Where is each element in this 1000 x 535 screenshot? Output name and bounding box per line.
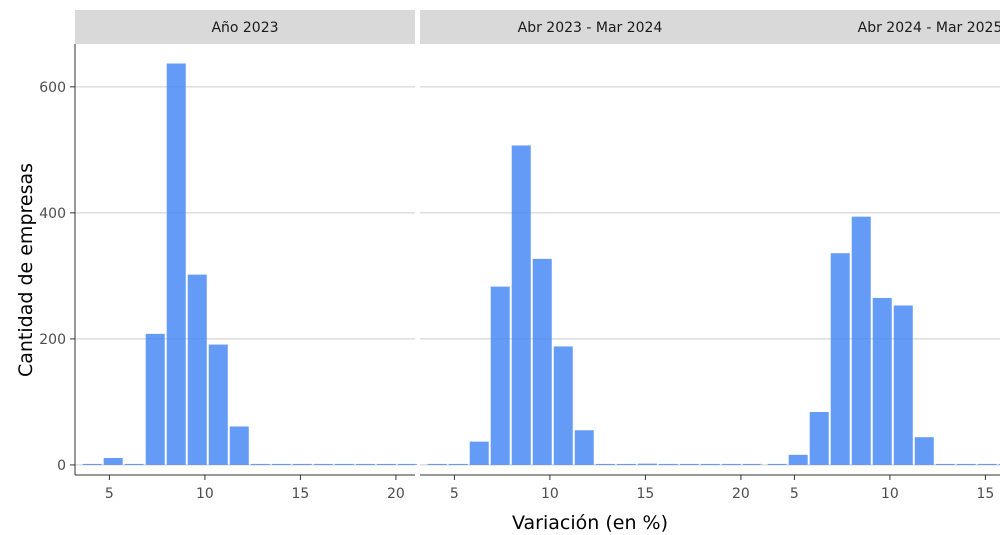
x-tick-label: 5 <box>105 486 114 502</box>
histogram-bar <box>595 463 615 465</box>
x-tick-label: 20 <box>387 486 405 502</box>
facet-strip-title: Abr 2023 - Mar 2024 <box>518 20 663 36</box>
x-tick-label: 15 <box>636 486 654 502</box>
histogram-bar <box>208 344 228 465</box>
histogram-bar <box>166 63 186 465</box>
facet-strip <box>420 10 760 44</box>
facet-strip <box>760 10 1000 44</box>
histogram-bar <box>851 216 871 465</box>
histogram-bar <box>742 463 762 465</box>
histogram-bar <box>511 145 531 465</box>
histogram-bar <box>532 258 552 465</box>
x-tick-label: 20 <box>732 486 750 502</box>
histogram-bar <box>658 463 678 465</box>
facet-strip <box>75 10 415 44</box>
histogram-bar <box>788 454 808 465</box>
histogram-bar <box>124 463 144 465</box>
histogram-bar <box>893 305 913 465</box>
histogram-bar <box>292 463 312 465</box>
histogram-bar <box>767 463 787 465</box>
histogram-bar <box>187 274 207 465</box>
histogram-bar <box>82 463 102 465</box>
histogram-bar <box>334 463 354 465</box>
x-tick-label: 10 <box>881 486 899 502</box>
histogram-bar <box>271 463 291 465</box>
x-tick-label: 10 <box>196 486 214 502</box>
histogram-bar <box>397 463 417 465</box>
histogram-bar <box>553 346 573 465</box>
x-axis-title: Variación (en %) <box>512 512 668 534</box>
histogram-bar <box>721 463 741 465</box>
histogram-bar <box>637 463 657 465</box>
y-axis-title: Cantidad de empresas <box>15 162 37 378</box>
histogram-bar <box>448 463 468 465</box>
histogram-bar <box>914 437 934 465</box>
x-tick-label: 15 <box>976 486 994 502</box>
y-tick-label: 600 <box>39 80 66 96</box>
histogram-bar <box>935 463 955 465</box>
histogram-bar <box>427 463 447 465</box>
facet-strip-title: Abr 2024 - Mar 2025 <box>858 20 1000 36</box>
x-tick-label: 10 <box>541 486 559 502</box>
histogram-bar <box>250 463 270 465</box>
histogram-bar <box>376 463 396 465</box>
facet-strip-title: Año 2023 <box>211 20 278 36</box>
y-tick-label: 200 <box>39 332 66 348</box>
x-tick-label: 5 <box>790 486 799 502</box>
histogram-bar <box>616 463 636 465</box>
histogram-bar <box>679 463 699 465</box>
histogram-bar <box>469 441 489 465</box>
histogram-bar <box>809 411 829 465</box>
histogram-bar <box>956 463 976 465</box>
y-tick-label: 400 <box>39 206 66 222</box>
x-tick-label: 15 <box>291 486 309 502</box>
histogram-bar <box>830 253 850 465</box>
histogram-bar <box>313 463 333 465</box>
histogram-bar <box>229 426 249 465</box>
histogram-bar <box>700 463 720 465</box>
histogram-bar <box>145 333 165 465</box>
histogram-bar <box>574 430 594 465</box>
y-tick-label: 0 <box>57 458 66 474</box>
histogram-bar <box>998 463 1000 465</box>
histogram-bar <box>490 286 510 465</box>
histogram-bar <box>977 463 997 465</box>
x-tick-label: 5 <box>450 486 459 502</box>
histogram-bar <box>355 463 375 465</box>
histogram-bar <box>872 297 892 465</box>
histogram-bar <box>103 457 123 465</box>
